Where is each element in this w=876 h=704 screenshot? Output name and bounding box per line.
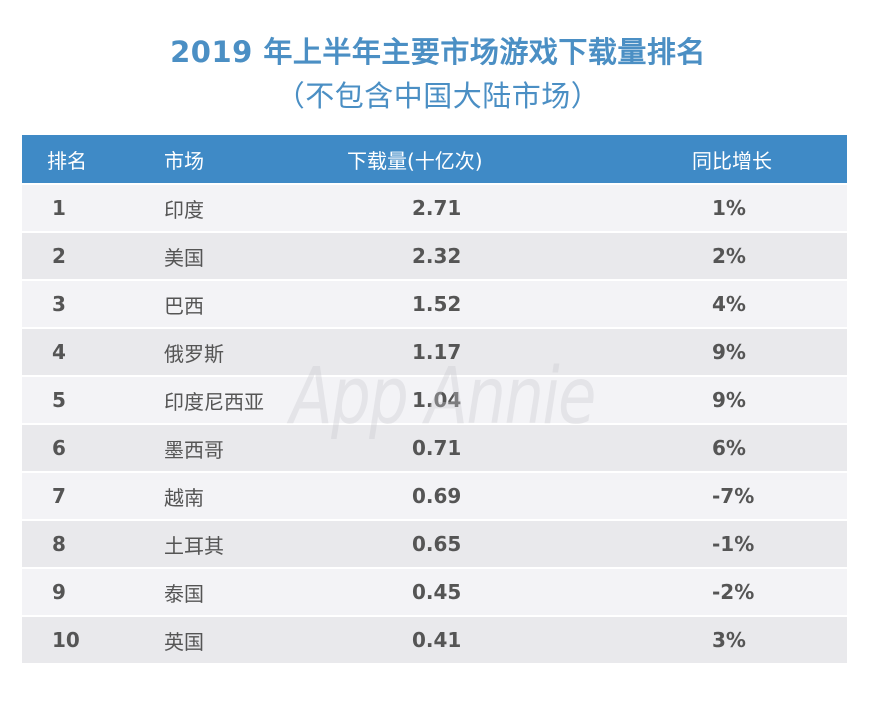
rank-cell: 9 <box>52 580 66 604</box>
market-cell: 泰国 <box>164 581 204 606</box>
market-cell: 越南 <box>164 485 204 510</box>
rank-cell: 5 <box>52 388 66 412</box>
rank-cell: 10 <box>52 628 80 652</box>
rank-cell: 7 <box>52 484 66 508</box>
downloads-cell: 0.65 <box>412 532 462 556</box>
market-cell: 印度 <box>164 197 204 222</box>
downloads-cell: 0.41 <box>412 628 462 652</box>
yoy-cell: 6% <box>712 436 746 460</box>
ranking-table: 排名 市场 下载量(十亿次) 同比增长 1 印度 2.71 1% 2 美国 2.… <box>22 135 847 663</box>
rank-cell: 1 <box>52 196 66 220</box>
downloads-cell: 0.69 <box>412 484 462 508</box>
downloads-cell: 1.52 <box>412 292 462 316</box>
table-row: 1 印度 2.71 1% <box>22 183 847 231</box>
rank-cell: 3 <box>52 292 66 316</box>
rank-cell: 6 <box>52 436 66 460</box>
downloads-cell: 1.17 <box>412 340 462 364</box>
table-row: 6 墨西哥 0.71 6% <box>22 423 847 471</box>
market-cell: 巴西 <box>164 293 204 318</box>
downloads-cell: 1.04 <box>412 388 462 412</box>
header-downloads: 下载量(十亿次) <box>347 148 483 173</box>
market-cell: 美国 <box>164 245 204 270</box>
table-row: 8 土耳其 0.65 -1% <box>22 519 847 567</box>
table-row: 5 印度尼西亚 1.04 9% <box>22 375 847 423</box>
yoy-cell: -7% <box>712 484 755 508</box>
rank-cell: 2 <box>52 244 66 268</box>
yoy-cell: 2% <box>712 244 746 268</box>
downloads-cell: 2.71 <box>412 196 462 220</box>
market-cell: 俄罗斯 <box>164 341 224 366</box>
yoy-cell: 9% <box>712 388 746 412</box>
downloads-cell: 0.45 <box>412 580 462 604</box>
market-cell: 英国 <box>164 629 204 654</box>
header-rank: 排名 <box>47 148 87 173</box>
yoy-cell: -1% <box>712 532 755 556</box>
yoy-cell: 3% <box>712 628 746 652</box>
market-cell: 土耳其 <box>164 533 224 558</box>
downloads-cell: 0.71 <box>412 436 462 460</box>
yoy-cell: -2% <box>712 580 755 604</box>
market-cell: 印度尼西亚 <box>164 389 264 414</box>
yoy-cell: 1% <box>712 196 746 220</box>
rank-cell: 4 <box>52 340 66 364</box>
table-row: 10 英国 0.41 3% <box>22 615 847 663</box>
table-row: 2 美国 2.32 2% <box>22 231 847 279</box>
table-header: 排名 市场 下载量(十亿次) 同比增长 <box>22 135 847 183</box>
yoy-cell: 4% <box>712 292 746 316</box>
table-row: 4 俄罗斯 1.17 9% <box>22 327 847 375</box>
table-row: 7 越南 0.69 -7% <box>22 471 847 519</box>
page-title: 2019 年上半年主要市场游戏下载量排名 （不包含中国大陆市场） <box>0 30 876 118</box>
table-row: 3 巴西 1.52 4% <box>22 279 847 327</box>
rank-cell: 8 <box>52 532 66 556</box>
title-line-1: 2019 年上半年主要市场游戏下载量排名 <box>170 35 706 69</box>
title-line-2: （不包含中国大陆市场） <box>275 79 601 113</box>
market-cell: 墨西哥 <box>164 437 224 462</box>
downloads-cell: 2.32 <box>412 244 462 268</box>
header-yoy-growth: 同比增长 <box>692 148 772 173</box>
header-market: 市场 <box>164 148 204 173</box>
table-row: 9 泰国 0.45 -2% <box>22 567 847 615</box>
yoy-cell: 9% <box>712 340 746 364</box>
